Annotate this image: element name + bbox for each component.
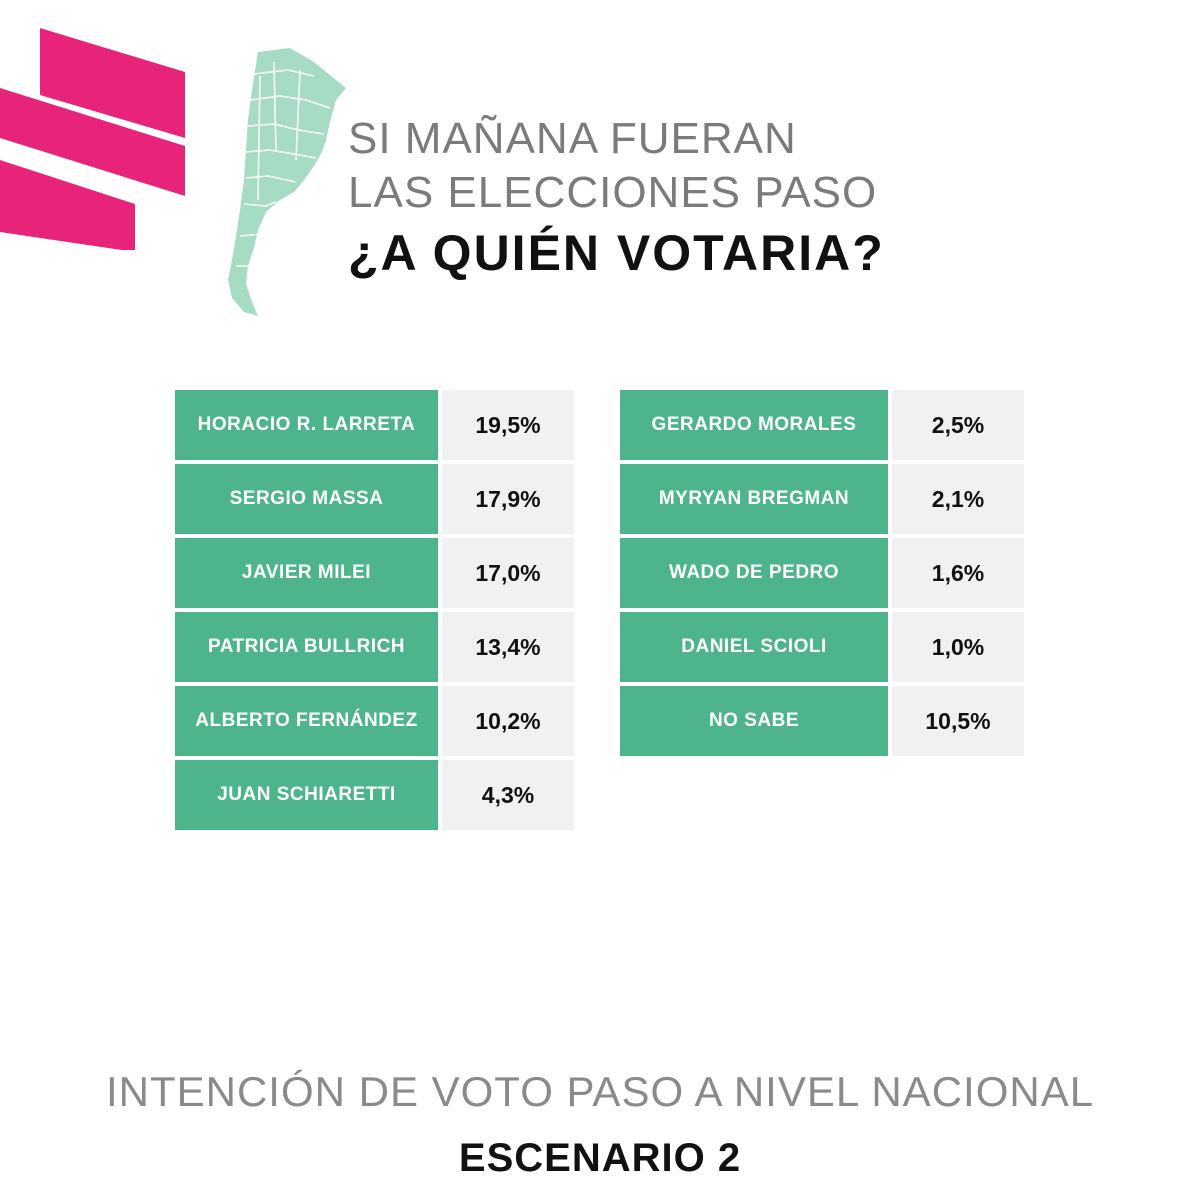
candidate-percentage: 2,1% — [892, 464, 1024, 534]
table-row: WADO DE PEDRO 1,6% — [620, 538, 1024, 608]
candidate-percentage: 10,2% — [442, 686, 574, 756]
candidate-name: MYRYAN BREGMAN — [620, 464, 888, 534]
table-row: JAVIER MILEI 17,0% — [175, 538, 574, 608]
table-row: JUAN SCHIARETTI 4,3% — [175, 760, 574, 830]
table-row: SERGIO MASSA 17,9% — [175, 464, 574, 534]
footer-scenario: ESCENARIO 2 — [458, 1136, 742, 1180]
table-row: HORACIO R. LARRETA 19,5% — [175, 390, 574, 460]
candidate-name: WADO DE PEDRO — [620, 538, 888, 608]
candidate-percentage: 13,4% — [442, 612, 574, 682]
candidate-name: NO SABE — [620, 686, 888, 756]
table-row: PATRICIA BULLRICH 13,4% — [175, 612, 574, 682]
candidate-percentage: 17,0% — [442, 538, 574, 608]
footer-subtitle: INTENCIÓN DE VOTO PASO A NIVEL NACIONAL — [105, 1068, 1095, 1115]
candidate-name: HORACIO R. LARRETA — [175, 390, 438, 460]
table-row: GERARDO MORALES 2,5% — [620, 390, 1024, 460]
candidate-name: GERARDO MORALES — [620, 390, 888, 460]
pink-stripes-logo — [0, 28, 185, 250]
candidate-percentage: 1,6% — [892, 538, 1024, 608]
candidate-percentage: 19,5% — [442, 390, 574, 460]
candidate-name: PATRICIA BULLRICH — [175, 612, 438, 682]
candidate-percentage: 17,9% — [442, 464, 574, 534]
table-row: MYRYAN BREGMAN 2,1% — [620, 464, 1024, 534]
candidate-percentage: 2,5% — [892, 390, 1024, 460]
candidate-name: ALBERTO FERNÁNDEZ — [175, 686, 438, 756]
results-column-left: HORACIO R. LARRETA 19,5% SERGIO MASSA 17… — [175, 390, 574, 834]
table-row: NO SABE 10,5% — [620, 686, 1024, 756]
argentina-map-icon — [228, 48, 346, 316]
table-row: DANIEL SCIOLI 1,0% — [620, 612, 1024, 682]
candidate-percentage: 4,3% — [442, 760, 574, 830]
title-block: SI MAÑANA FUERAN LAS ELECCIONES PASO ¿A … — [348, 112, 885, 286]
candidate-name: SERGIO MASSA — [175, 464, 438, 534]
title-question: ¿A QUIÉN VOTARIA? — [348, 225, 885, 281]
results-column-right: GERARDO MORALES 2,5% MYRYAN BREGMAN 2,1%… — [620, 390, 1024, 760]
table-row: ALBERTO FERNÁNDEZ 10,2% — [175, 686, 574, 756]
candidate-name: DANIEL SCIOLI — [620, 612, 888, 682]
candidate-name: JUAN SCHIARETTI — [175, 760, 438, 830]
candidate-percentage: 10,5% — [892, 686, 1024, 756]
title-line-1: SI MAÑANA FUERAN — [348, 114, 797, 163]
title-line-2: LAS ELECCIONES PASO — [348, 168, 878, 217]
candidate-name: JAVIER MILEI — [175, 538, 438, 608]
candidate-percentage: 1,0% — [892, 612, 1024, 682]
